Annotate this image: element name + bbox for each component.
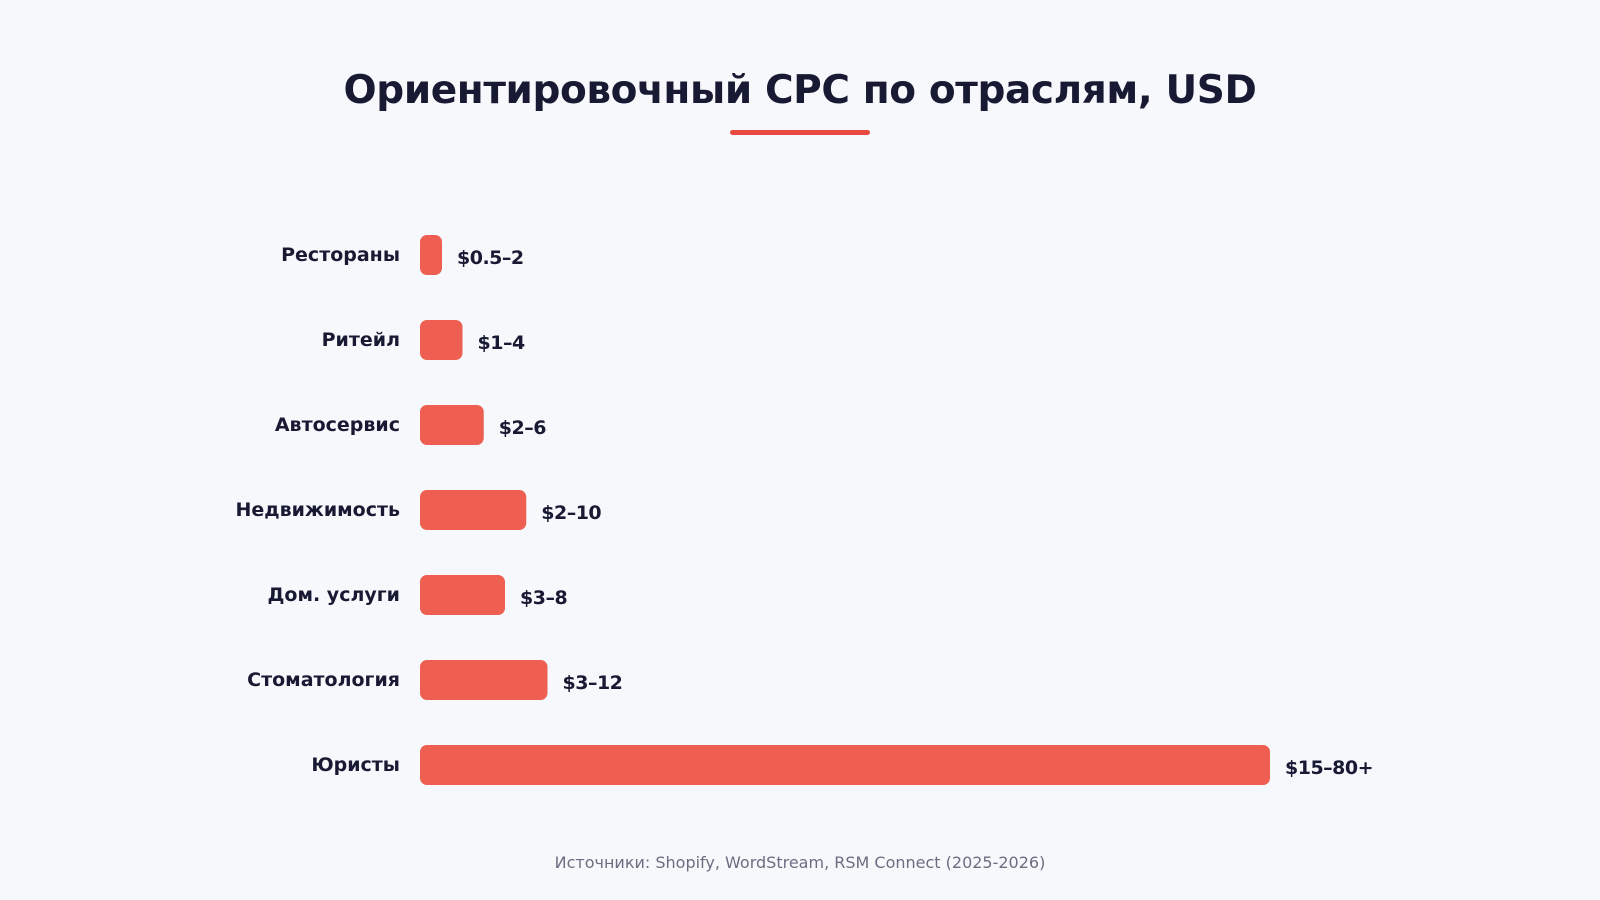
value-label: $15–80+ xyxy=(1285,757,1373,779)
category-label: Рестораны xyxy=(281,244,400,266)
value-label: $0.5–2 xyxy=(457,247,524,269)
value-label: $3–12 xyxy=(563,672,623,694)
value-label: $2–6 xyxy=(499,417,546,439)
bar xyxy=(420,320,463,360)
value-label: $2–10 xyxy=(541,502,601,524)
bar xyxy=(420,575,505,615)
value-label: $3–8 xyxy=(520,587,567,609)
category-label: Недвижимость xyxy=(235,499,400,521)
bar xyxy=(420,405,484,445)
bar xyxy=(420,745,1270,785)
title-underline-accent xyxy=(730,130,870,135)
bar xyxy=(420,490,527,530)
chart-title: Ориентировочный CPC по отраслям, USD xyxy=(343,68,1257,113)
bar xyxy=(420,235,442,275)
category-label: Дом. услуги xyxy=(267,584,400,606)
category-label: Юристы xyxy=(311,754,400,776)
category-label: Стоматология xyxy=(247,669,400,691)
category-label: Ритейл xyxy=(322,329,400,351)
source-note: Источники: Shopify, WordStream, RSM Conn… xyxy=(554,853,1046,872)
value-label: $1–4 xyxy=(478,332,525,354)
bar xyxy=(420,660,548,700)
category-label: Автосервис xyxy=(275,414,400,436)
